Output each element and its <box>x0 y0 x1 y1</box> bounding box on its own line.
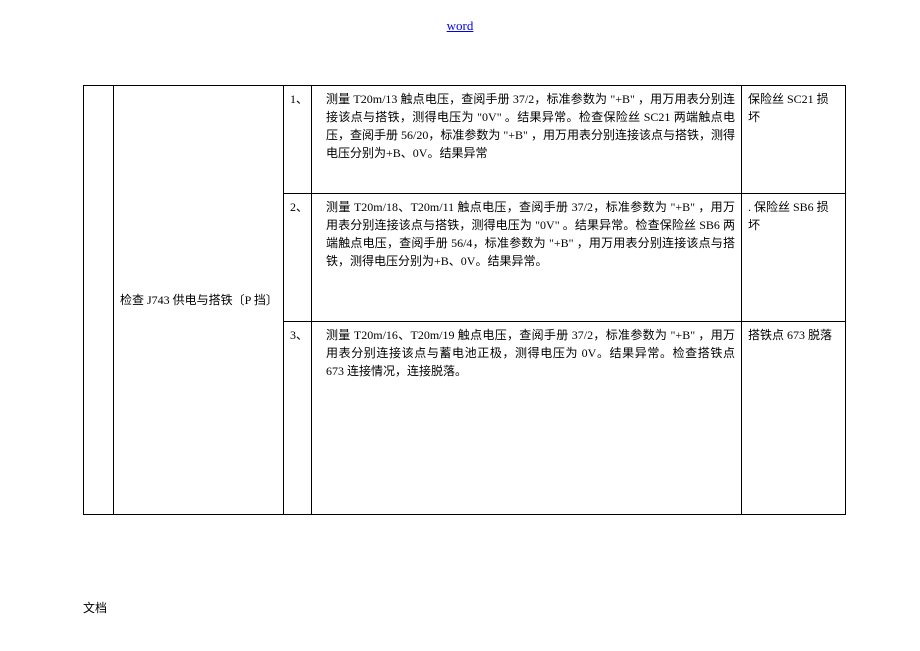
row-number: 3、 <box>284 322 312 515</box>
row-result: 保险丝 SC21 损坏 <box>742 86 846 194</box>
row-result: 搭铁点 673 脱落 <box>742 322 846 515</box>
diagnostic-table: 检查 J743 供电与搭铁〔P 挡〕1、测量 T20m/13 触点电压，查阅手册… <box>83 85 845 515</box>
row-number: 1、 <box>284 86 312 194</box>
header-link[interactable]: word <box>447 18 474 34</box>
step-cell: 检查 J743 供电与搭铁〔P 挡〕 <box>114 86 284 515</box>
row-number: 2、 <box>284 194 312 322</box>
empty-cell <box>84 86 114 515</box>
row-detail: 测量 T20m/18、T20m/11 触点电压，查阅手册 37/2，标准参数为 … <box>312 194 742 322</box>
row-detail: 测量 T20m/16、T20m/19 触点电压，查阅手册 37/2，标准参数为 … <box>312 322 742 515</box>
row-result: . 保险丝 SB6 损坏 <box>742 194 846 322</box>
row-detail: 测量 T20m/13 触点电压，查阅手册 37/2，标准参数为 "+B" ，用万… <box>312 86 742 194</box>
footer-text: 文档 <box>83 599 107 616</box>
